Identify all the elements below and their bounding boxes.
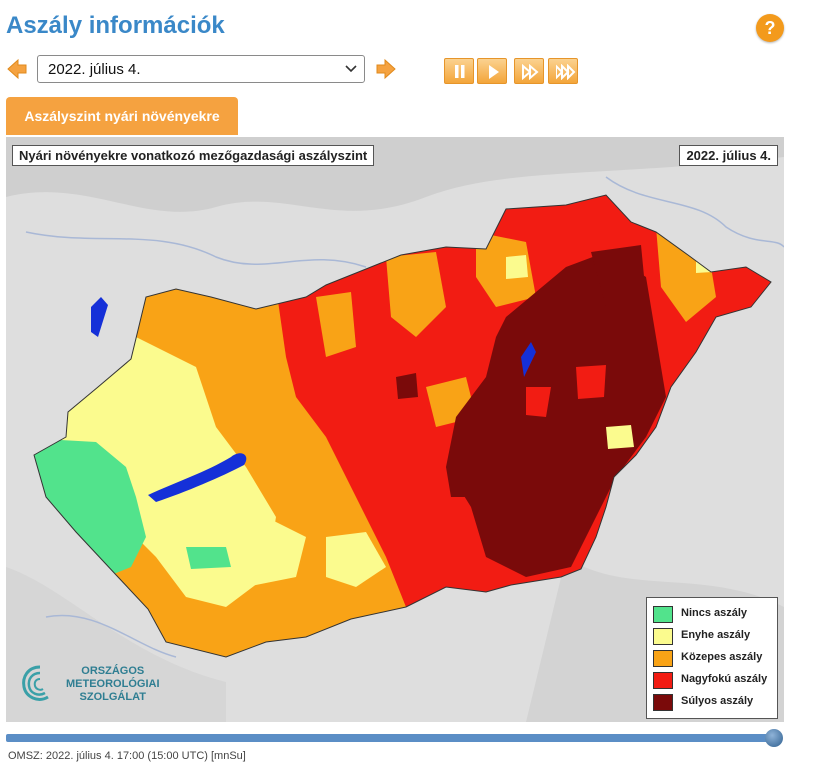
logo-line: SZOLGÁLAT	[79, 691, 146, 703]
legend-swatch	[653, 628, 673, 645]
right-arrow-icon	[376, 58, 396, 80]
omsz-swirl-icon	[22, 665, 49, 701]
play-button[interactable]	[477, 58, 507, 84]
fast-forward-button[interactable]	[514, 58, 544, 84]
legend: Nincs aszály Enyhe aszály Közepes aszály…	[646, 597, 778, 719]
drought-map: Nyári növényekre vonatkozó mezőgazdasági…	[6, 137, 784, 722]
legend-label: Közepes aszály	[681, 651, 763, 663]
next-date-button[interactable]	[375, 58, 397, 80]
pause-button[interactable]	[444, 58, 474, 84]
timeline-slider-handle[interactable]	[765, 729, 783, 747]
legend-label: Súlyos aszály	[681, 695, 754, 707]
help-button[interactable]: ?	[756, 14, 784, 42]
logo-line: METEOROLÓGIAI	[66, 678, 160, 690]
legend-label: Enyhe aszály	[681, 629, 751, 641]
date-select-value: 2022. július 4.	[48, 61, 141, 78]
page-title: Aszály információk	[6, 12, 225, 39]
legend-swatch	[653, 672, 673, 689]
omsz-logo: ORSZÁGOS METEOROLÓGIAI SZOLGÁLAT	[18, 659, 178, 719]
legend-item: Közepes aszály	[653, 648, 771, 670]
legend-item: Enyhe aszály	[653, 626, 771, 648]
legend-item: Nincs aszály	[653, 604, 771, 626]
pause-icon	[455, 65, 465, 78]
legend-swatch	[653, 650, 673, 667]
play-icon	[489, 65, 499, 79]
left-arrow-icon	[7, 58, 27, 80]
legend-label: Nincs aszály	[681, 607, 748, 619]
legend-swatch	[653, 606, 673, 623]
fastest-forward-icon	[556, 64, 576, 80]
map-title: Nyári növényekre vonatkozó mezőgazdasági…	[12, 145, 375, 166]
logo-text: ORSZÁGOS METEOROLÓGIAI SZOLGÁLAT	[66, 665, 160, 704]
previous-date-button[interactable]	[6, 58, 28, 80]
footer-info: OMSZ: 2022. július 4. 17:00 (15:00 UTC) …	[8, 750, 246, 762]
chevron-down-icon	[345, 65, 357, 73]
logo-line: ORSZÁGOS	[81, 665, 145, 677]
tab-summer-crops-drought[interactable]: Aszályszint nyári növényekre	[6, 97, 238, 135]
legend-item: Nagyfokú aszály	[653, 670, 771, 692]
legend-item: Súlyos aszály	[653, 692, 771, 714]
fast-forward-icon	[522, 64, 539, 80]
date-select[interactable]: 2022. július 4.	[37, 55, 365, 83]
legend-label: Nagyfokú aszály	[681, 673, 768, 685]
fastest-forward-button[interactable]	[548, 58, 578, 84]
legend-swatch	[653, 694, 673, 711]
map-date: 2022. július 4.	[679, 145, 778, 166]
timeline-slider-track[interactable]	[6, 734, 774, 742]
